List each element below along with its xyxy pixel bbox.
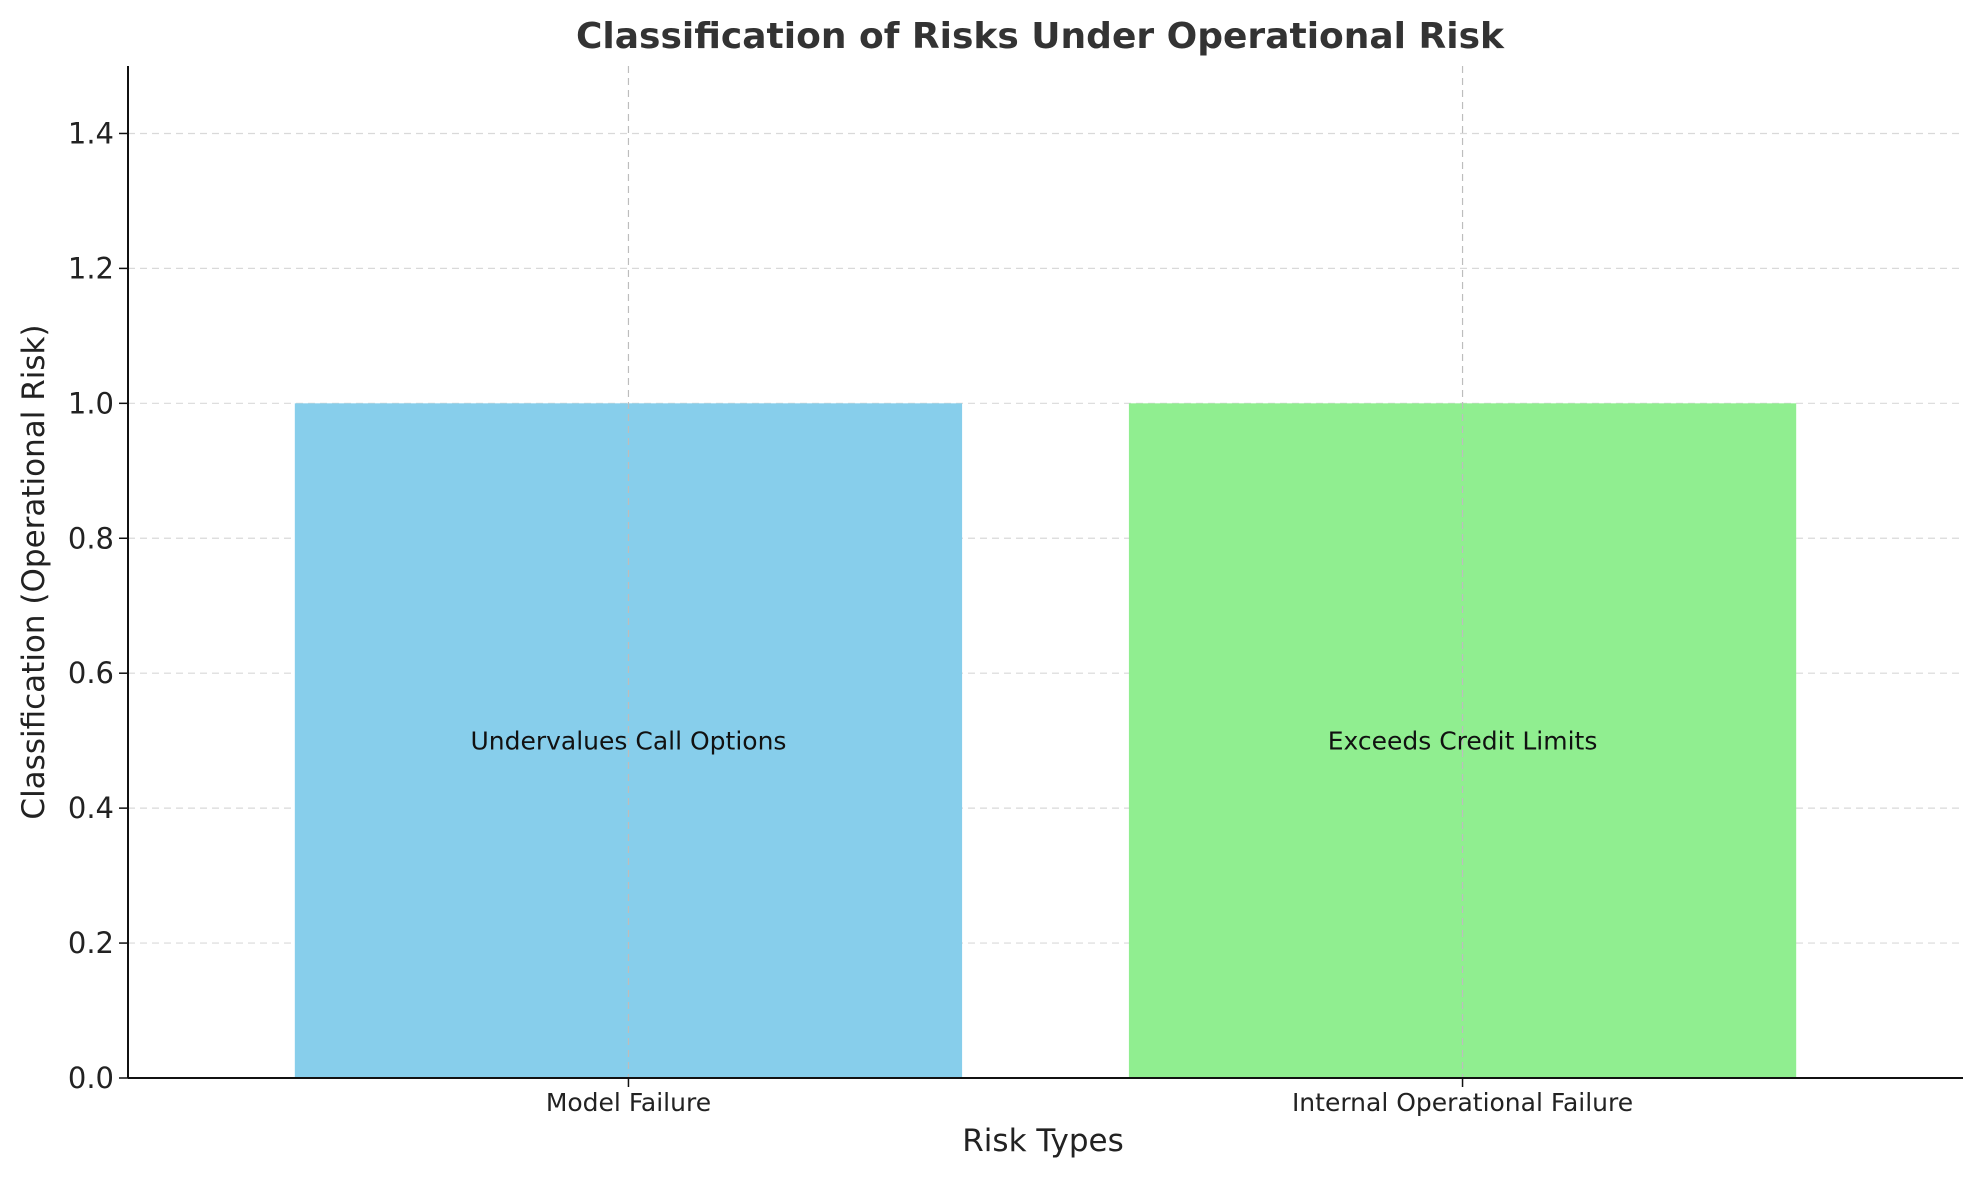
x-tick-label: Internal Operational Failure — [1292, 1088, 1633, 1117]
ticks-layer: 0.0 0.2 0.4 0.6 0.8 1.0 1.2 1.4 Model Failure Int… — [68, 116, 1633, 1117]
x-axis-label: Risk Types — [962, 1123, 1123, 1159]
vertical-grid-layer — [627, 66, 1464, 1078]
y-tick-label: 0.0 — [68, 1061, 114, 1095]
axes-layer — [127, 66, 1963, 1079]
y-tick-label: 0.4 — [68, 791, 114, 825]
y-tick-label: 0.2 — [68, 926, 114, 960]
bar-labels-layer: Undervalues Call Options Exceeds Credit L… — [470, 727, 1597, 756]
bar-data-label: Undervalues Call Options — [470, 727, 786, 756]
y-tick-label: 1.0 — [68, 386, 114, 420]
y-tick-label: 0.6 — [68, 656, 114, 690]
y-tick-label: 0.8 — [68, 521, 114, 555]
y-tick-label: 1.2 — [68, 251, 114, 285]
chart-title: Classification of Risks Under Operationa… — [576, 16, 1505, 57]
x-tick-label: Model Failure — [546, 1088, 711, 1117]
y-tick-label: 1.4 — [68, 116, 114, 150]
bar-data-label: Exceeds Credit Limits — [1328, 727, 1598, 756]
y-axis-label: Classification (Operational Risk) — [16, 324, 52, 819]
